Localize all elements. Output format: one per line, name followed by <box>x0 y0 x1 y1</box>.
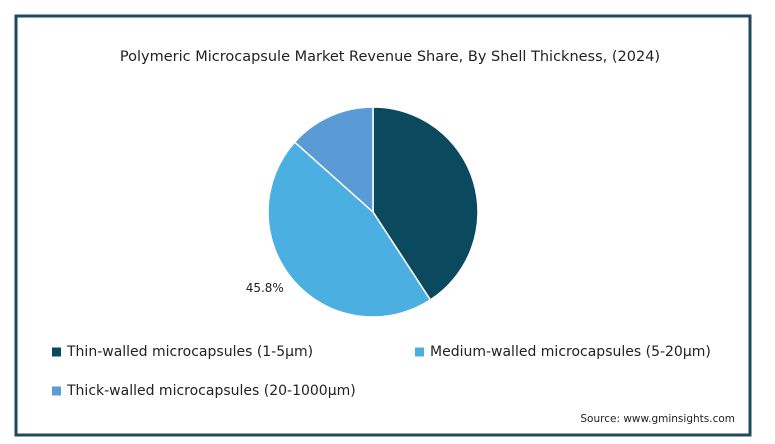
legend-label: Medium-walled microcapsules (5-20µm) <box>430 344 711 360</box>
data-label: 45.8% <box>246 281 284 295</box>
pie-slice <box>267 141 432 318</box>
chart-title: Polymeric Microcapsule Market Revenue Sh… <box>120 49 660 65</box>
pie-slice <box>293 106 374 214</box>
source: Source: www.gminsights.com <box>580 413 735 425</box>
legend-label: Thick-walled microcapsules (20-1000µm) <box>66 383 356 399</box>
legend-marker <box>415 347 424 357</box>
legend-marker <box>52 347 61 357</box>
legend-marker <box>52 386 61 396</box>
legend-label: Thin-walled microcapsules (1-5µm) <box>66 344 313 360</box>
